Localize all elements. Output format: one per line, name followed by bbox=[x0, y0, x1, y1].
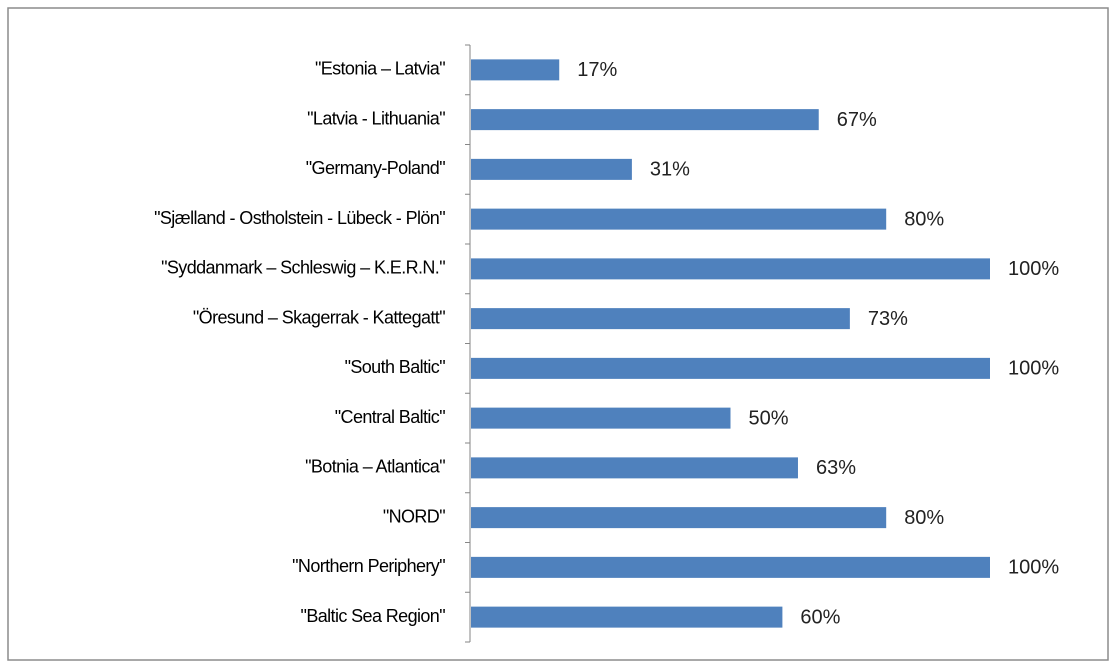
bar bbox=[471, 308, 850, 330]
value-label: 100% bbox=[1008, 258, 1059, 280]
value-label: 100% bbox=[1008, 358, 1059, 380]
bar bbox=[471, 158, 632, 180]
category-label: "Syddanmark – Schleswig – K.E.R.N." bbox=[161, 258, 445, 278]
category-label: "Baltic Sea Region" bbox=[301, 606, 446, 626]
bar bbox=[471, 407, 731, 429]
category-label: "South Baltic" bbox=[345, 357, 446, 377]
bar bbox=[471, 457, 798, 479]
category-label: "NORD" bbox=[383, 506, 445, 526]
value-label: 80% bbox=[904, 208, 944, 230]
category-label: "Sjælland - Ostholstein - Lübeck - Plön" bbox=[154, 208, 445, 228]
value-label: 63% bbox=[816, 457, 856, 479]
bar bbox=[471, 507, 887, 529]
bar bbox=[471, 606, 783, 628]
bar bbox=[471, 357, 990, 379]
category-label: "Northern Periphery" bbox=[292, 556, 445, 576]
bar bbox=[471, 109, 819, 131]
value-label: 60% bbox=[800, 606, 840, 628]
bar bbox=[471, 258, 990, 280]
value-label: 80% bbox=[904, 507, 944, 529]
category-label: "Latvia - Lithuania" bbox=[307, 108, 445, 128]
category-label: "Germany-Poland" bbox=[306, 158, 445, 178]
value-label: 17% bbox=[577, 59, 617, 81]
category-label: "Botnia – Atlantica" bbox=[305, 457, 445, 477]
value-label: 50% bbox=[749, 407, 789, 429]
bar bbox=[471, 208, 887, 230]
category-label: "Öresund – Skagerrak - Kattegatt" bbox=[193, 307, 445, 327]
bar bbox=[471, 59, 560, 81]
category-label: "Estonia – Latvia" bbox=[315, 59, 445, 79]
value-label: 100% bbox=[1008, 557, 1059, 579]
bar bbox=[471, 556, 990, 578]
value-label: 31% bbox=[650, 159, 690, 181]
value-label: 73% bbox=[868, 308, 908, 330]
value-label: 67% bbox=[837, 109, 877, 131]
category-label: "Central Baltic" bbox=[335, 407, 445, 427]
